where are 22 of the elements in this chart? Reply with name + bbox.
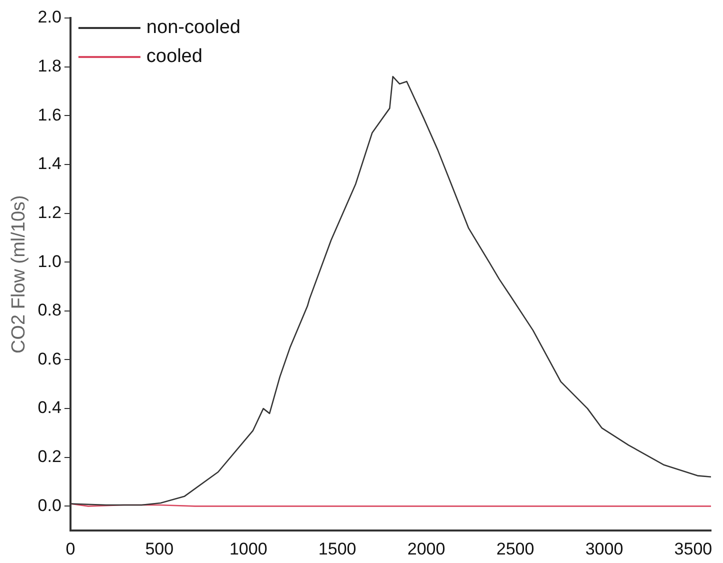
y-tick-label: 0.2 [38, 447, 62, 466]
y-tick-label: 1.8 [38, 56, 62, 76]
y-tick-label: 0.8 [38, 300, 62, 320]
x-tick-label: 0 [66, 539, 76, 558]
x-tick-label: 1500 [318, 539, 356, 558]
x-tick-label: 2500 [496, 539, 534, 558]
y-tick-label: 1.4 [38, 154, 62, 174]
legend-label: non-cooled [146, 17, 240, 38]
y-tick-label: 0.4 [38, 398, 62, 418]
x-tick-label: 2000 [407, 539, 446, 558]
legend-label: cooled [146, 46, 202, 68]
y-tick-label: 0.0 [38, 496, 62, 515]
y-tick-label: 0.6 [38, 349, 62, 368]
x-tick-label: 3500 [674, 539, 712, 558]
x-tick-label: 500 [145, 539, 174, 558]
x-tick-label: 1000 [229, 539, 268, 558]
y-tick-label: 1.2 [38, 202, 62, 222]
y-tick-label: 1.0 [38, 252, 62, 271]
y-tick-label: 1.6 [38, 105, 62, 124]
x-tick-label: 3000 [585, 539, 624, 558]
y-axis-title: CO2 Flow (ml/10s) [8, 195, 30, 354]
y-tick-label: 2.0 [38, 8, 62, 27]
